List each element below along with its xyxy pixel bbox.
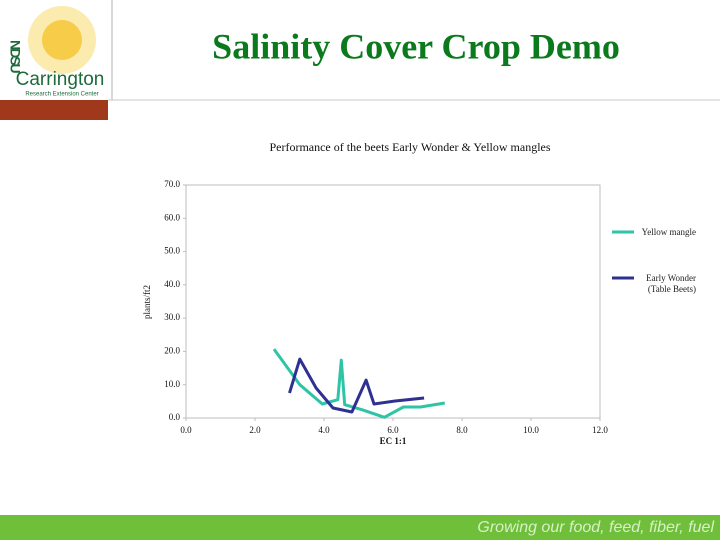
x-tick-label: 10.0 <box>523 425 539 435</box>
footer-bar <box>0 515 720 540</box>
logo-name: Carrington <box>16 69 105 90</box>
x-axis-label: EC 1:1 <box>380 436 407 446</box>
y-tick-label: 70.0 <box>164 179 180 189</box>
x-tick-label: 8.0 <box>456 425 468 435</box>
x-tick-label: 2.0 <box>249 425 261 435</box>
legend-label: Early Wonder (Table Beets) <box>646 273 696 294</box>
y-tick-label: 50.0 <box>164 246 180 256</box>
y-tick-label: 20.0 <box>164 345 180 355</box>
y-tick-label: 30.0 <box>164 312 180 322</box>
y-tick-label: 10.0 <box>164 379 180 389</box>
slide-title: Salinity Cover Crop Demo <box>212 26 620 66</box>
logo-sun-core <box>42 20 82 60</box>
y-tick-label: 60.0 <box>164 212 180 222</box>
chart-title: Performance of the beets Early Wonder & … <box>269 140 550 154</box>
y-tick-label: 0.0 <box>169 412 181 422</box>
x-tick-label: 4.0 <box>318 425 330 435</box>
plot-area <box>185 184 601 419</box>
logo-subtitle: Research Extension Center <box>25 92 98 98</box>
logo: NDSU Carrington Research Extension Cente… <box>7 6 104 98</box>
header-accent <box>0 100 108 120</box>
series-line <box>288 357 425 414</box>
x-tick-label: 0.0 <box>180 425 192 435</box>
x-tick-label: 6.0 <box>387 425 399 435</box>
x-tick-label: 12.0 <box>592 425 608 435</box>
legend-label: Yellow mangle <box>641 227 696 237</box>
y-axis-label: plants/ft2 <box>142 285 152 319</box>
logo-letters: NDSU <box>7 40 23 74</box>
series-line <box>272 348 446 419</box>
footer-tagline: Growing our food, feed, fiber, fuel <box>477 519 714 536</box>
y-tick-label: 40.0 <box>164 279 180 289</box>
